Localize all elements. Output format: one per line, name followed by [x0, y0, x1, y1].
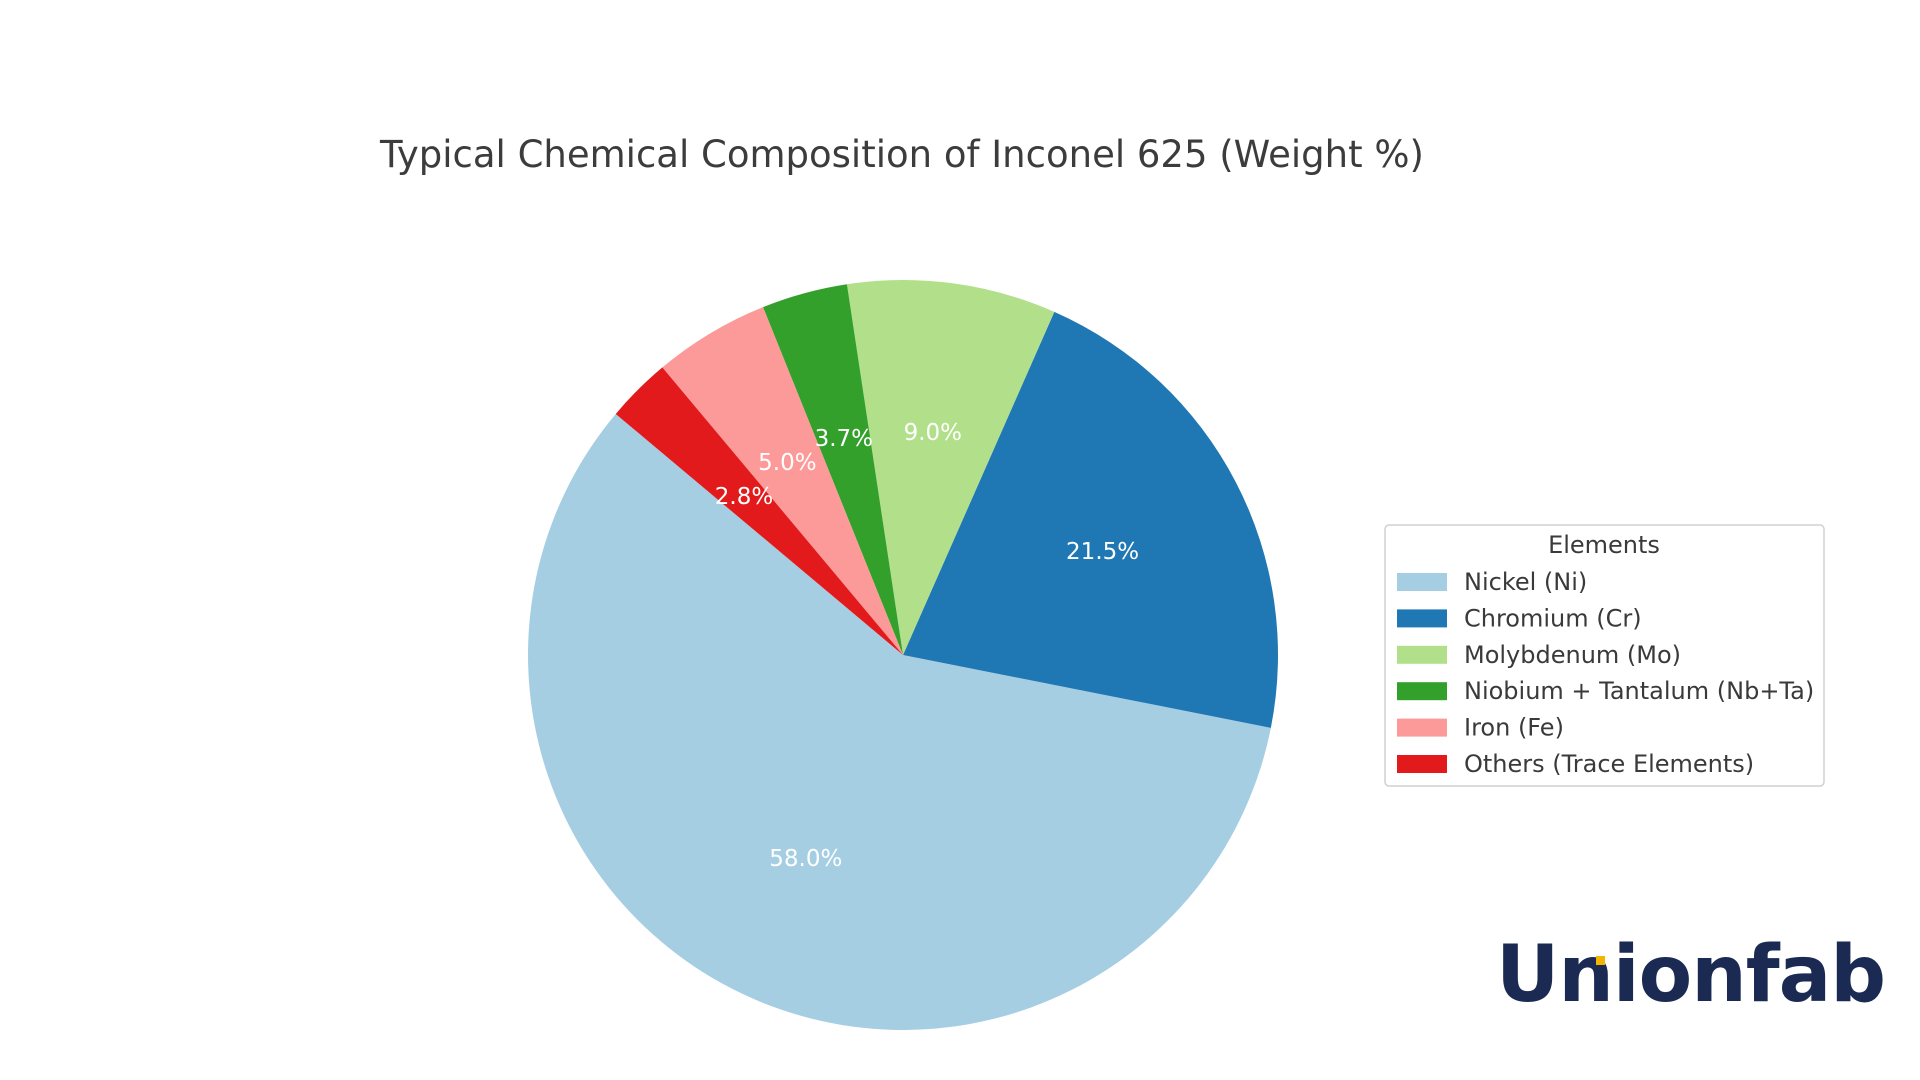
- legend-swatch-2: [1397, 645, 1447, 664]
- pie-slice-3: [763, 284, 903, 655]
- legend-label-0: Nickel (Ni): [1464, 568, 1587, 596]
- legend-label-4: Iron (Fe): [1464, 714, 1564, 742]
- legend-label-2: Molybdenum (Mo): [1464, 641, 1681, 669]
- slice-pct-label-0: 58.0%: [769, 846, 842, 872]
- chart-title: Typical Chemical Composition of Inconel …: [379, 133, 1424, 176]
- unionfab-logo: Unionfab: [1496, 930, 1886, 1020]
- legend-swatch-1: [1397, 609, 1447, 628]
- legend-label-1: Chromium (Cr): [1464, 604, 1642, 632]
- slice-pct-label-5: 2.8%: [715, 484, 773, 510]
- pie-slice-2: [846, 280, 1055, 655]
- legend-items: Nickel (Ni) Chromium (Cr) Molybdenum (Mo) N…: [1397, 568, 1814, 778]
- pie-slice-0: [528, 413, 1271, 1030]
- pie-slice-5: [615, 367, 903, 655]
- slice-pct-label-1: 21.5%: [1066, 539, 1139, 565]
- legend-swatch-5: [1397, 755, 1447, 773]
- pie-slice-labels: 58.0% 21.5% 9.0% 3.7%5.0% 2.8%: [715, 420, 1139, 872]
- slice-pct-label-2: 9.0%: [904, 420, 962, 446]
- legend-label-5: Others (Trace Elements): [1464, 750, 1754, 778]
- slice-pct-label-3: 3.7%: [815, 426, 873, 452]
- legend-swatch-3: [1397, 682, 1447, 701]
- logo-accent-dot: [1596, 956, 1605, 965]
- legend-frame: [1384, 524, 1825, 787]
- pie-slices: [528, 280, 1279, 1030]
- legend-swatch-0: [1397, 573, 1447, 591]
- pie-slice-4: [662, 307, 903, 655]
- logo-text: Unionfab: [1496, 930, 1886, 1020]
- slice-pct-label-4: 5.0%: [758, 450, 816, 476]
- pie-slice-1: [903, 311, 1279, 728]
- legend-swatch-4: [1397, 718, 1447, 737]
- legend-label-3: Niobium + Tantalum (Nb+Ta): [1464, 677, 1814, 705]
- legend: Elements Nickel (Ni) Chromium (Cr) Molybde…: [1384, 524, 1825, 787]
- legend-title: Elements: [1548, 531, 1660, 559]
